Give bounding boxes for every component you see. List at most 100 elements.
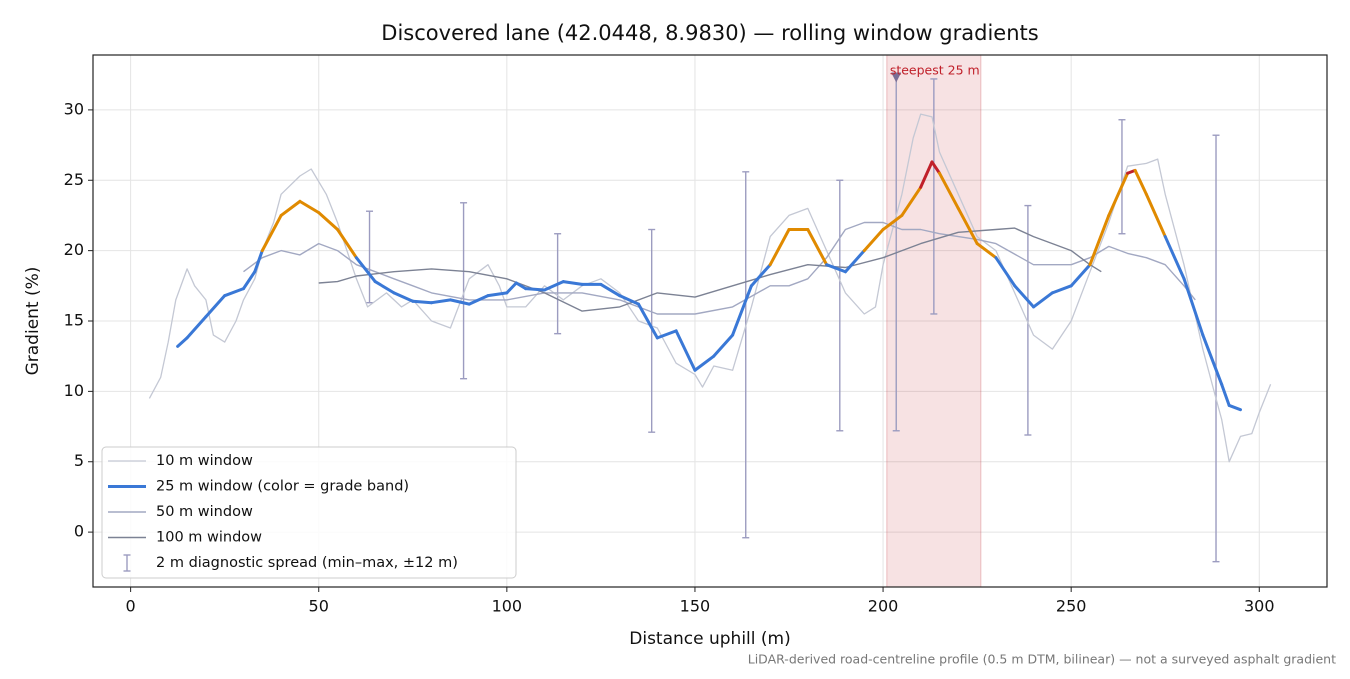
line-segment [354,256,377,284]
y-tick-label: 10 [64,381,84,400]
x-tick-label: 50 [309,597,329,616]
line-segment [279,199,302,217]
line-segment [317,211,340,232]
line-segment [448,298,471,306]
y-axis-label: Gradient (%) [23,267,43,376]
line-segment [1013,284,1036,309]
error-bar [366,210,374,304]
line-segment [467,294,490,306]
line-segment [204,294,227,319]
line-segment [1069,263,1092,288]
y-tick-label: 20 [64,240,84,259]
line-segment [524,287,546,292]
line-segment [223,287,245,298]
line-segment [862,228,885,253]
error-bar [460,202,468,380]
line-segment [618,294,641,306]
series-line [148,113,1272,463]
line-segment [900,185,923,217]
line-segment [1182,277,1205,337]
line-segment [1050,284,1073,295]
error-bar [742,171,750,539]
line-segment [1088,213,1111,267]
line-segment [185,315,208,340]
line-segment [655,329,678,340]
series-line [318,227,1102,312]
error-bar [648,228,656,433]
line-segment [674,329,697,372]
line-segment [1201,333,1224,386]
y-tick-label: 5 [74,451,84,470]
line-segment [298,199,321,215]
highlight-label: steepest 25 m [890,63,980,78]
line-segment [1227,403,1242,412]
line-segment [373,280,396,295]
line-segment [806,228,829,267]
line-segment [514,281,528,291]
legend-label: 100 m window [156,530,262,546]
line-segment [260,213,283,253]
line-segment [693,354,716,372]
y-tick-label: 25 [64,170,84,189]
line-segment [712,333,735,358]
line-segment [749,263,772,288]
line-segment [937,171,960,210]
line-segment [1032,291,1054,309]
legend-label: 50 m window [156,504,253,520]
line-segment [843,249,866,274]
error-bar [1212,134,1220,563]
line-segment [430,298,452,305]
chart-title: Discovered lane (42.0448, 8.9830) — roll… [381,21,1038,45]
y-tick-label: 15 [64,311,84,330]
line-segment [956,206,979,246]
line-segment [1163,235,1186,281]
x-tick-label: 100 [492,597,523,616]
line-segment [505,281,518,295]
line-segment [731,284,753,337]
y-tick-label: 30 [64,99,84,118]
line-segment [599,282,622,298]
legend-box [101,446,517,579]
footnote: LiDAR-derived road-centreline profile (0… [748,652,1336,667]
x-tick-label: 150 [680,597,711,616]
legend-label: 2 m diagnostic spread (min–max, ±12 m) [156,555,458,571]
highlight-marker [891,72,902,83]
line-segment [1133,168,1148,196]
error-bar [1118,119,1126,235]
line-segment [241,270,257,291]
line-segment [253,249,264,274]
x-tick-label: 0 [126,597,136,616]
line-segment [561,280,584,286]
error-bar [1024,204,1032,436]
y-tick-label: 0 [74,522,84,541]
line-segment [994,256,1017,288]
legend-label: 25 m window (color = grade band) [156,479,409,495]
legend: 10 m window 25 m window (color = grade ba… [101,446,517,579]
line-segment [930,160,941,175]
line-segment [392,291,415,303]
line-segment [637,302,659,340]
line-segment [975,242,998,260]
x-tick-label: 300 [1244,597,1275,616]
x-tick-label: 200 [868,597,899,616]
error-bar [930,78,938,315]
series-line [243,221,1196,315]
x-tick-label: 250 [1056,597,1087,616]
line-segment [1144,192,1167,239]
x-axis-label: Distance uphill (m) [629,629,790,649]
line-segment [486,291,509,298]
line-segment [881,213,904,232]
line-segment [336,228,358,260]
line-segment [1107,171,1130,217]
line-segment [1220,382,1231,407]
legend-label: 10 m window [156,453,253,469]
error-bar [836,179,844,432]
line-segment [768,228,791,267]
line-segment [176,336,189,348]
line-segment [542,280,565,292]
line-segment [825,263,847,274]
plot-frame [92,54,1328,588]
line-segment [411,299,434,305]
line-segment [919,160,934,189]
